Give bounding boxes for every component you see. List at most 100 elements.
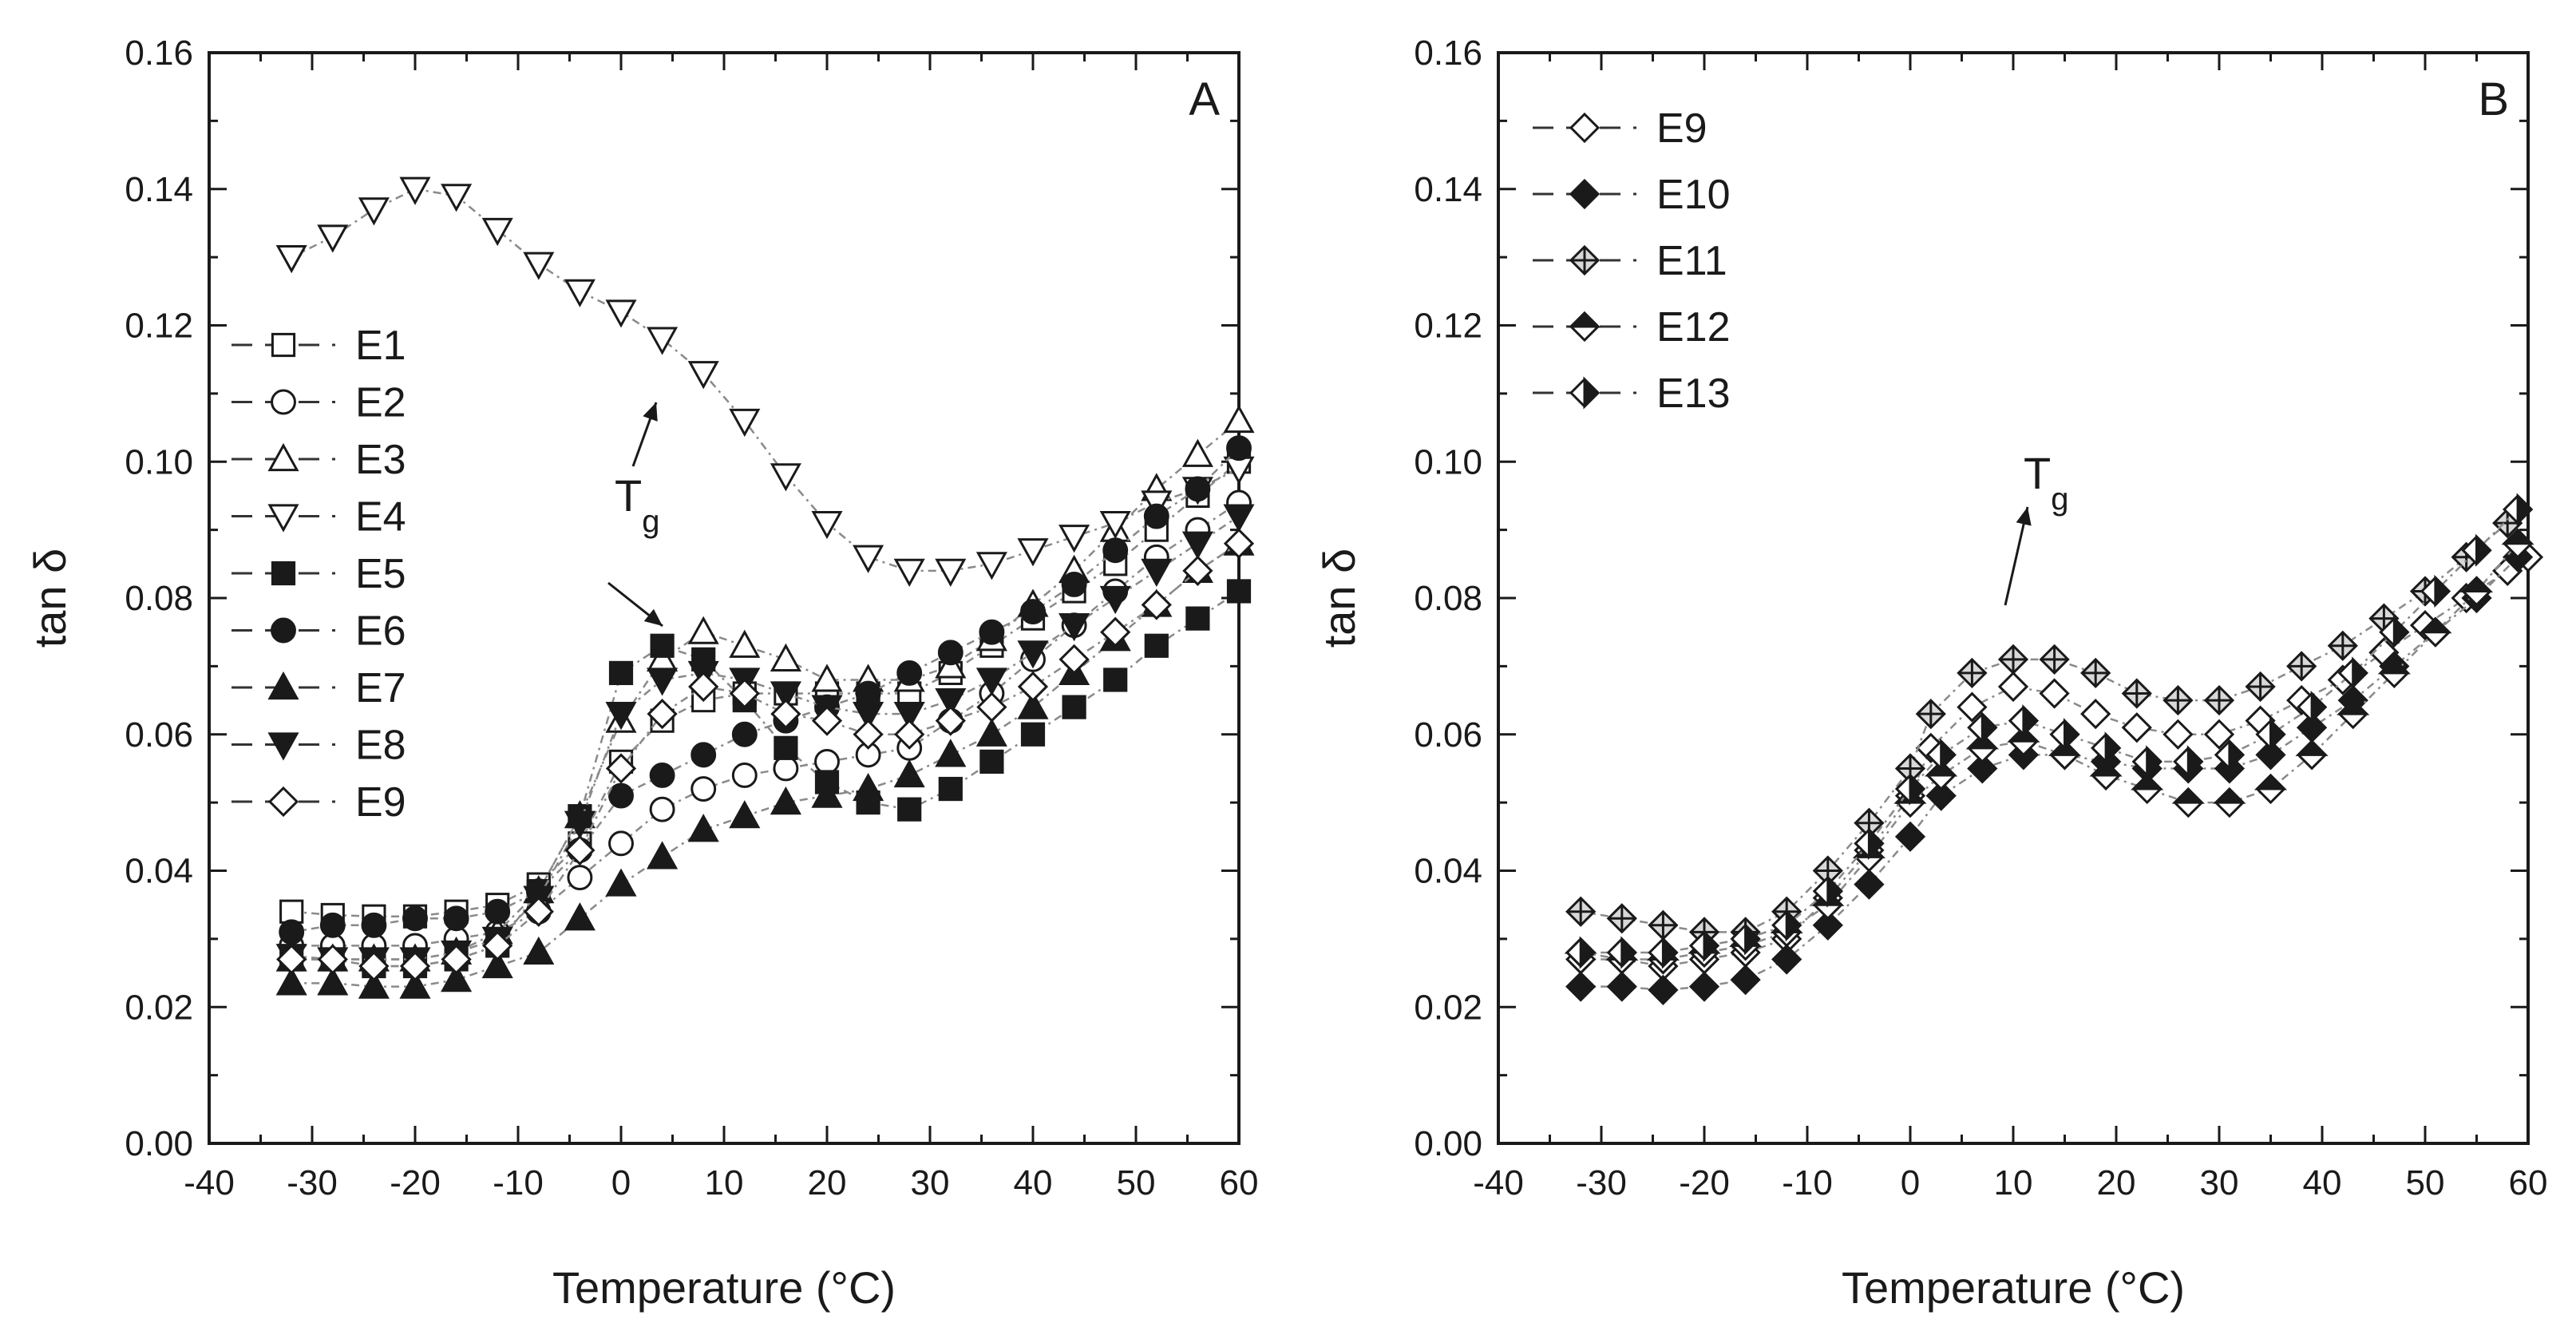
panel-a-x-tick-label: 20 [808, 1163, 847, 1202]
panel-b-legend-marker [1569, 178, 1601, 210]
panel-a-series-e4-point [975, 552, 1007, 580]
panel-a-series-e5-line [291, 590, 1240, 968]
panel-b-series-e13-point [2008, 704, 2040, 738]
panel-b-series-e9 [1565, 541, 2544, 982]
panel-a-series-e7-point [647, 841, 679, 870]
panel-b-x-tick-label: -10 [1782, 1163, 1833, 1202]
panel-a-series-e9-point [523, 896, 554, 927]
panel-a-series-e6-point [937, 640, 964, 666]
panel-a-series-e3-point [729, 629, 761, 658]
panel-b-tg-annotation: Tg [2004, 448, 2068, 606]
panel-a-series-e5-point [774, 735, 798, 760]
panel-a-legend-label: E8 [355, 723, 406, 769]
panel-a-series-e5-point [979, 749, 1004, 774]
panel-b-y-tick-label: 0.06 [1414, 715, 1482, 755]
panel-a-x-axis-title: Temperature (°C) [552, 1262, 896, 1313]
panel-b-series-e11-point [1648, 909, 1679, 941]
panel-a-series-e2-point [649, 796, 675, 822]
panel-a-series-e2-point [731, 763, 758, 788]
panel-b-y-tick-label: 0.16 [1414, 34, 1482, 73]
panel-b-series-e12-line [1580, 542, 2519, 961]
panel-b-legend-label: E11 [1656, 238, 1727, 284]
panel-a-series-e7-point [975, 718, 1007, 747]
panel-a-y-tick-label: 0.00 [125, 1124, 193, 1163]
panel-b-legend-marker [1568, 311, 1601, 343]
panel-b-series-e10-point [1925, 780, 1957, 811]
panel-a-series-e9-point [441, 944, 472, 975]
panel-a-series-e6-point [443, 905, 469, 932]
panel-b-series-e13-point [2255, 718, 2286, 751]
panel-a-y-tick-label: 0.08 [125, 579, 193, 618]
panel-a-series-e6-point [896, 660, 923, 686]
panel-a-tg-label: Tg [615, 470, 659, 539]
panel-b-legend-label: E12 [1656, 304, 1731, 351]
panel-a-x-tick-label: 0 [611, 1163, 631, 1202]
panel-b-series-e11-point [1565, 896, 1597, 927]
panel-b-y-tick-label: 0.12 [1414, 307, 1482, 346]
panel-a-series-e6-point [690, 742, 717, 768]
panel-b-legend-item-e10: E10 [1533, 172, 1731, 218]
panel-a-series-e6-point [1226, 435, 1252, 462]
panel-a-x-tick-label: -20 [390, 1163, 441, 1202]
panel-a-series-e5-point [1062, 695, 1086, 719]
panel-a-series-e9-point [894, 719, 925, 750]
panel-a-series-e5-point [650, 633, 675, 658]
panel-a-series-e7-point [358, 970, 390, 999]
panel-b-legend-item-e11: E11 [1533, 238, 1727, 284]
panel-a-legend-item-e9: E9 [231, 779, 406, 826]
panel-a-series-e7-point [1017, 691, 1049, 719]
panel-b-series-e11-point [1606, 903, 1637, 934]
panel-a-series-e8-point [1181, 531, 1213, 560]
panel-a-series-e9-point [647, 699, 678, 730]
panel-a-series-e7-point [481, 949, 513, 979]
panel-b-legend-marker [1569, 112, 1601, 144]
panel-a-x-tick-label: 10 [705, 1163, 744, 1202]
panel-a-series-e6-point [731, 721, 758, 747]
panel-a-series-e2-point [773, 755, 799, 782]
panel-b-x-tick-label: -30 [1576, 1163, 1627, 1202]
panel-a-series-e9-point [853, 719, 884, 750]
panel-a-series-e9-point [482, 930, 513, 961]
panel-a-series-e4-point [811, 510, 843, 540]
panel-a-series-e9-point [564, 834, 596, 866]
panel-b-legend-marker [1569, 376, 1601, 410]
panel-a-series-e4-line [291, 188, 1240, 572]
panel-a-legend-label: E9 [355, 779, 406, 826]
panel-a-series-e9-point [605, 753, 637, 784]
panel-a-y-tick-label: 0.10 [125, 442, 193, 481]
panel-a-series-e4-point [481, 217, 513, 247]
panel-a-legend-marker [271, 561, 296, 586]
panel-b-series-e10-point [1812, 909, 1843, 941]
panel-a-series-e8-point [935, 687, 967, 717]
panel-a-series-e6-point [361, 912, 387, 938]
panel-a-series-e9-point [976, 691, 1007, 723]
panel-a-series-e9-point [1058, 644, 1090, 675]
panel-b-series-e12-point [2295, 739, 2329, 771]
panel-b-series-e11-point [2121, 678, 2152, 709]
panel-a-series-e2-point [690, 776, 717, 802]
panel-b-series-e10-point [1565, 971, 1597, 1002]
panel-b-series-e11-point [1957, 657, 1988, 689]
panel-a-series-e7-point [275, 967, 307, 996]
panel-a-series-e6-point [1061, 571, 1087, 597]
panel-b-series-e12-point [2419, 616, 2452, 648]
panel-b-y-tick-label: 0.14 [1414, 170, 1482, 209]
panel-b-series-e11-point [2203, 684, 2235, 716]
panel-a-series-e4-point [1017, 538, 1049, 567]
panel-a-series-e8-line [291, 515, 1240, 961]
panel-a-series-e7-point [935, 739, 967, 767]
panel-a-legend-label: E2 [355, 380, 406, 426]
panel-a-series-e5-point [1020, 722, 1046, 747]
panel-b-legend-marker [1569, 244, 1601, 276]
panel-b-series-e10-point [1606, 971, 1637, 1002]
panel-b-series-e13-point [1894, 772, 1926, 806]
panel-b-legend-label: E10 [1656, 172, 1731, 218]
panel-b-x-tick-label: 40 [2303, 1163, 2342, 1202]
panel-a-series-e7-point [399, 970, 431, 999]
panel-a-series-e7-point [564, 902, 596, 931]
panel-a-series-e9-point [811, 705, 843, 736]
panel-a-series-e9-point [1141, 589, 1172, 620]
panel-a-series-e3-line [291, 420, 1240, 961]
panel-b-y-axis-title: tan δ [1314, 549, 1364, 648]
panel-b-series-e9-point [2080, 699, 2111, 730]
